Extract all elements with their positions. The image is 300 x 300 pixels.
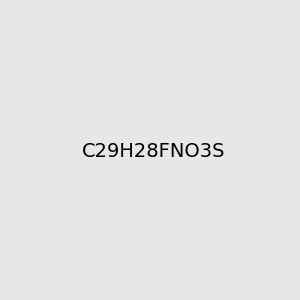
Text: C29H28FNO3S: C29H28FNO3S <box>82 142 226 161</box>
